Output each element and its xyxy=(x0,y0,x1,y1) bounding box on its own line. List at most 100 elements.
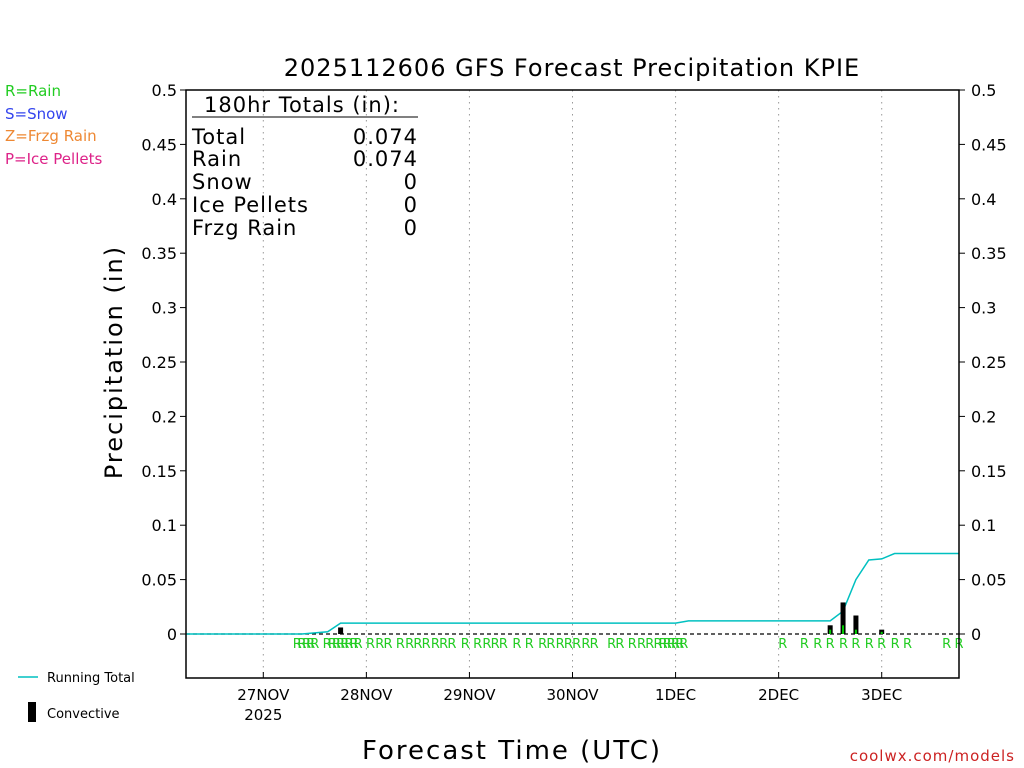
rain-type-marker: R xyxy=(659,637,668,652)
rain-type-marker: R xyxy=(375,637,384,652)
rain-type-marker: R xyxy=(525,637,534,652)
legend-running-total: Running Total xyxy=(47,671,135,686)
y-tick-label-left: 0.05 xyxy=(141,571,177,590)
x-tick-label: 29NOV xyxy=(443,686,496,704)
rain-type-marker: R xyxy=(396,637,405,652)
y-tick-label-left: 0.2 xyxy=(152,407,177,426)
rain-type-marker: R xyxy=(607,637,616,652)
totals-value-total: 0.074 xyxy=(353,125,418,149)
rain-type-marker: R xyxy=(306,637,315,652)
y-axis-left-ticks: 0 0.05 0.1 0.15 0.2 0.25 0.3 0.35 0.4 0.45 0.5 xyxy=(141,81,186,644)
rain-type-marker: R xyxy=(354,637,363,652)
legend-snow: S=Snow xyxy=(5,105,68,123)
y-tick-label-left: 0.4 xyxy=(152,190,177,209)
precip-type-legend: R=Rain S=Snow Z=Frzg Rain P=Ice Pellets xyxy=(5,82,102,168)
rain-type-marker: R xyxy=(572,637,581,652)
legend-rain: R=Rain xyxy=(5,82,61,100)
x-tick-label: 3DEC xyxy=(861,686,902,704)
rain-type-marker: R xyxy=(473,637,482,652)
rain-type-marker: R xyxy=(778,637,787,652)
y-tick-label-left: 0.1 xyxy=(152,516,177,535)
x-tick-label: 1DEC xyxy=(655,686,696,704)
rain-type-marker: R xyxy=(800,637,809,652)
x-tick-label: 30NOV xyxy=(546,686,599,704)
legend-frzg-rain: Z=Frzg Rain xyxy=(5,127,97,145)
rain-type-marker: R xyxy=(564,637,573,652)
x-tick-year-label: 2025 xyxy=(244,706,282,724)
y-tick-label-left: 0.25 xyxy=(141,353,177,372)
convective-bar xyxy=(840,602,846,634)
y-tick-label-right: 0.4 xyxy=(971,190,996,209)
x-tick-label: 27NOV xyxy=(237,686,290,704)
rain-type-marker: R xyxy=(461,637,470,652)
rain-type-marker: R xyxy=(667,637,676,652)
y-tick-label-right: 0.15 xyxy=(971,462,1007,481)
rain-type-marker: R xyxy=(556,637,565,652)
rain-type-marker: R xyxy=(332,637,341,652)
rain-type-marker: R xyxy=(891,637,900,652)
rain-type-marker: R xyxy=(903,637,912,652)
rain-type-marker: R xyxy=(336,637,345,652)
legend-convective: Convective xyxy=(47,707,120,722)
rain-type-marker: R xyxy=(671,637,680,652)
rain-type-marker: R xyxy=(512,637,521,652)
y-tick-label-right: 0.35 xyxy=(971,244,1007,263)
totals-value-ice-pellets: 0 xyxy=(404,193,418,217)
rain-type-marker: R xyxy=(637,637,646,652)
rain-type-marker: R xyxy=(615,637,624,652)
rain-type-marker: R xyxy=(546,637,555,652)
y-axis-label: Precipitation (in) xyxy=(100,245,128,479)
totals-value-rain: 0.074 xyxy=(353,147,418,171)
rain-type-marker: R xyxy=(663,637,672,652)
rain-type-marker: R xyxy=(482,637,491,652)
y-tick-label-left: 0.3 xyxy=(152,299,177,318)
y-tick-label-right: 0.2 xyxy=(971,407,996,426)
y-tick-label-left: 0 xyxy=(167,625,177,644)
rain-type-marker: R xyxy=(323,637,332,652)
rain-type-marker: R xyxy=(413,637,422,652)
running-total-line xyxy=(186,552,959,635)
rain-bar xyxy=(880,631,883,634)
rain-type-marker: R xyxy=(942,637,951,652)
grid-lines xyxy=(186,90,959,678)
rain-type-marker: R xyxy=(851,637,860,652)
rain-type-marker: R xyxy=(439,637,448,652)
rain-type-marker: R xyxy=(654,637,663,652)
y-tick-label-left: 0.15 xyxy=(141,462,177,481)
rain-type-marker: R xyxy=(310,637,319,652)
rain-type-marker: R xyxy=(302,637,311,652)
x-tick-label: 28NOV xyxy=(340,686,393,704)
rain-type-marker: R xyxy=(499,637,508,652)
y-tick-label-left: 0.5 xyxy=(152,81,177,100)
rain-type-marker: R xyxy=(628,637,637,652)
convective-bar xyxy=(853,615,859,634)
rain-bar xyxy=(854,629,857,634)
totals-box: 180hr Totals (in): Total 0.074 Rain 0.07… xyxy=(191,93,418,240)
rain-type-marker: R xyxy=(422,637,431,652)
rain-type-marker: R xyxy=(340,637,349,652)
rain-type-marker: R xyxy=(349,637,358,652)
rain-type-marker: R xyxy=(344,637,353,652)
totals-label-snow: Snow xyxy=(192,170,253,194)
rain-type-marker: R xyxy=(581,637,590,652)
chart-title: 2025112606 GFS Forecast Precipitation KP… xyxy=(284,54,860,82)
rain-type-marker: R xyxy=(328,637,337,652)
totals-value-snow: 0 xyxy=(404,170,418,194)
rain-type-marker: R xyxy=(431,637,440,652)
y-axis-right-ticks: 0 0.05 0.1 0.15 0.2 0.25 0.3 0.35 0.4 0.45 0.5 xyxy=(959,81,1007,644)
y-tick-label-left: 0.45 xyxy=(141,135,177,154)
rain-type-marker: R xyxy=(645,637,654,652)
convective-bar xyxy=(338,627,344,634)
rain-type-marker: R xyxy=(297,637,306,652)
rain-type-marker: R xyxy=(679,637,688,652)
rain-type-marker: R xyxy=(383,637,392,652)
rain-type-marker: R xyxy=(826,637,835,652)
totals-label-frzg-rain: Frzg Rain xyxy=(192,216,297,240)
y-tick-label-left: 0.35 xyxy=(141,244,177,263)
rain-type-marker: R xyxy=(447,637,456,652)
data-marks xyxy=(186,552,959,635)
totals-value-frzg-rain: 0 xyxy=(404,216,418,240)
rain-type-marker: R xyxy=(293,637,302,652)
